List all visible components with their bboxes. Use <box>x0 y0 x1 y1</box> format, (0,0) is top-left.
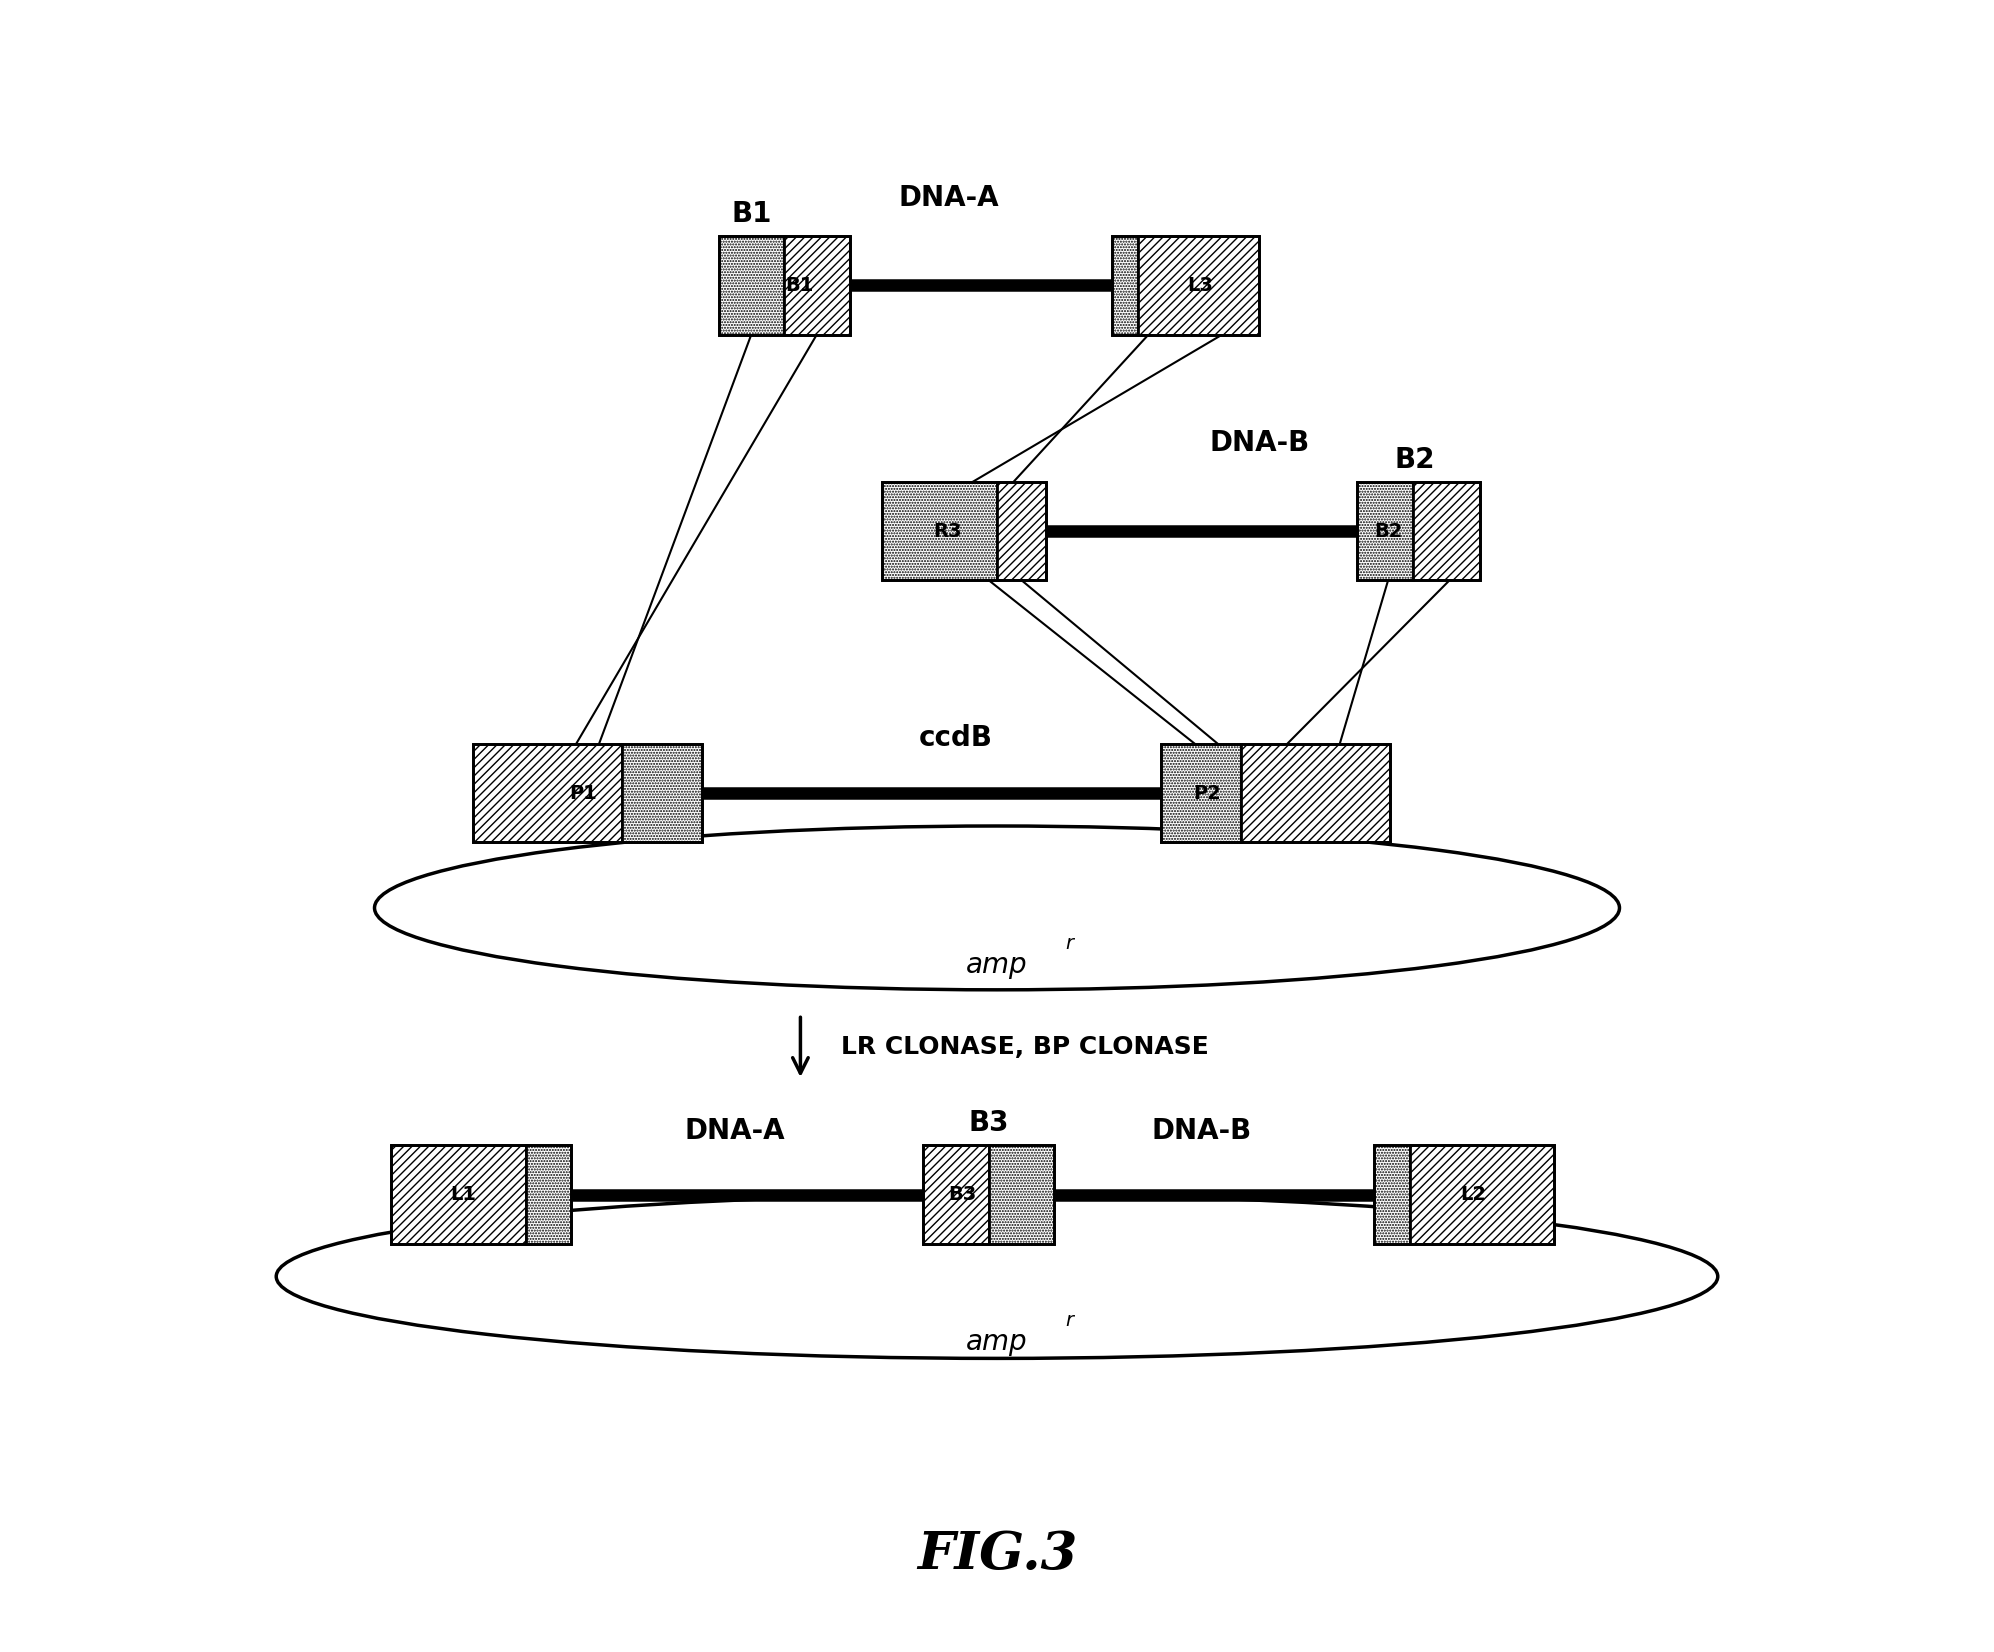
Bar <box>391 1145 526 1244</box>
Bar <box>1113 236 1139 335</box>
Bar <box>881 482 997 580</box>
Bar <box>473 743 622 843</box>
Text: DNA-A: DNA-A <box>899 183 999 211</box>
Text: L3: L3 <box>1186 276 1212 296</box>
Text: r: r <box>1065 1312 1073 1330</box>
Bar <box>1374 1145 1553 1244</box>
Bar <box>1139 236 1258 335</box>
Bar <box>1161 743 1390 843</box>
Bar <box>881 482 1047 580</box>
Text: B3: B3 <box>969 1108 1009 1137</box>
Bar <box>1113 236 1258 335</box>
Text: r: r <box>1065 935 1073 953</box>
Bar <box>526 1145 570 1244</box>
Text: B3: B3 <box>949 1184 977 1204</box>
Bar <box>718 236 784 335</box>
Bar <box>989 1145 1055 1244</box>
Text: DNA-B: DNA-B <box>1153 1117 1252 1145</box>
Bar <box>1374 1145 1410 1244</box>
Text: L1: L1 <box>451 1184 477 1204</box>
Text: B1: B1 <box>732 200 772 228</box>
Bar <box>391 1145 570 1244</box>
Text: P2: P2 <box>1192 783 1220 803</box>
Bar <box>923 1145 1055 1244</box>
Bar <box>1358 482 1480 580</box>
Text: P1: P1 <box>568 783 596 803</box>
Bar <box>473 743 702 843</box>
Bar <box>923 1145 989 1244</box>
Text: B1: B1 <box>786 276 814 296</box>
Text: amp: amp <box>967 1328 1027 1356</box>
Bar <box>1412 482 1480 580</box>
Text: amp: amp <box>967 952 1027 980</box>
Bar <box>997 482 1047 580</box>
Text: ccdB: ccdB <box>919 724 993 752</box>
Text: DNA-B: DNA-B <box>1210 430 1310 458</box>
Text: B2: B2 <box>1394 446 1436 474</box>
Text: B2: B2 <box>1374 522 1402 540</box>
Bar <box>718 236 849 335</box>
Text: FIG.3: FIG.3 <box>917 1530 1077 1581</box>
Bar <box>1358 482 1412 580</box>
Bar <box>1240 743 1390 843</box>
Bar <box>1161 743 1240 843</box>
Bar <box>622 743 702 843</box>
Text: DNA-A: DNA-A <box>684 1117 786 1145</box>
Text: L2: L2 <box>1460 1184 1486 1204</box>
Text: R3: R3 <box>933 522 963 540</box>
Bar <box>784 236 849 335</box>
Bar <box>1410 1145 1553 1244</box>
Text: LR CLONASE, BP CLONASE: LR CLONASE, BP CLONASE <box>841 1036 1208 1059</box>
